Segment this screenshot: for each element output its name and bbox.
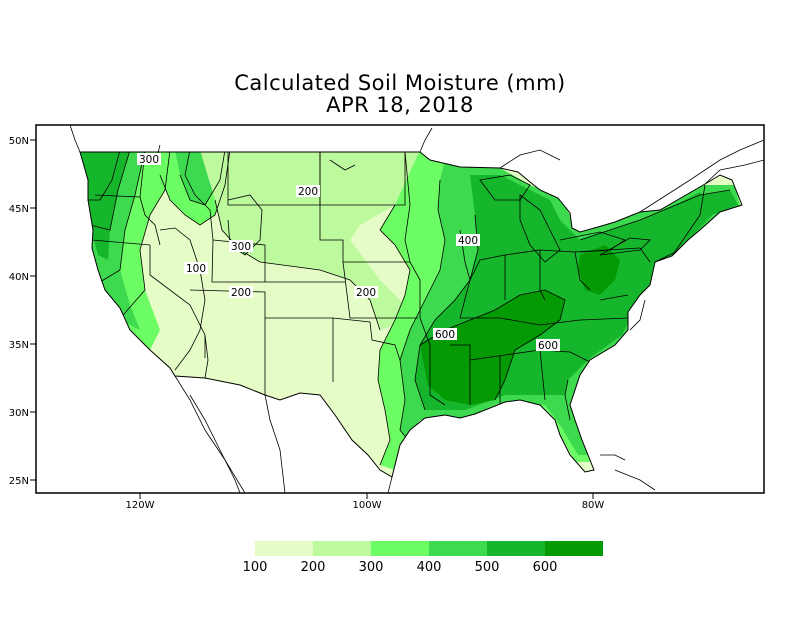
legend-label-300: 300 — [359, 560, 384, 575]
lon-label-120w: 120W — [126, 493, 155, 511]
svg-text:50N: 50N — [9, 136, 29, 147]
legend-swatch-100 — [255, 541, 313, 556]
svg-text:200: 200 — [298, 186, 318, 198]
svg-text:600: 600 — [538, 340, 558, 352]
legend-swatch-500 — [487, 541, 545, 556]
svg-text:100W: 100W — [353, 500, 382, 511]
contour-label: 300 — [137, 153, 161, 166]
contour-label: 100 — [184, 262, 208, 275]
legend: 100 200 300 400 500 600 — [243, 541, 603, 575]
svg-text:100: 100 — [186, 263, 206, 275]
lon-label-80w: 80W — [582, 493, 605, 511]
lat-label-35n: 35N — [9, 340, 36, 351]
legend-swatch-400 — [429, 541, 487, 556]
svg-text:120W: 120W — [126, 500, 155, 511]
svg-text:45N: 45N — [9, 204, 29, 215]
legend-label-400: 400 — [417, 560, 442, 575]
contour-label: 600 — [536, 339, 560, 352]
legend-swatch-200 — [313, 541, 371, 556]
contour-label: 400 — [456, 234, 480, 247]
lat-label-30n: 30N — [9, 408, 36, 419]
svg-text:600: 600 — [435, 329, 455, 341]
lat-label-40n: 40N — [9, 272, 36, 283]
svg-text:25N: 25N — [9, 476, 29, 487]
lon-label-100w: 100W — [353, 493, 382, 511]
svg-text:400: 400 — [458, 235, 478, 247]
legend-label-500: 500 — [475, 560, 500, 575]
svg-text:80W: 80W — [582, 500, 605, 511]
svg-text:30N: 30N — [9, 408, 29, 419]
svg-text:300: 300 — [139, 154, 159, 166]
contour-label: 200 — [354, 286, 378, 299]
contour-label: 200 — [296, 185, 320, 198]
lat-label-25n: 25N — [9, 476, 36, 487]
svg-text:300: 300 — [231, 241, 251, 253]
map-title: Calculated Soil Moisture (mm) — [234, 71, 566, 95]
svg-text:35N: 35N — [9, 340, 29, 351]
contour-label: 200 — [229, 286, 253, 299]
lat-label-50n: 50N — [9, 136, 36, 147]
legend-swatch-600 — [545, 541, 603, 556]
svg-text:200: 200 — [356, 287, 376, 299]
legend-label-100: 100 — [243, 560, 268, 575]
map-date: APR 18, 2018 — [326, 93, 474, 117]
lat-label-45n: 45N — [9, 204, 36, 215]
legend-label-600: 600 — [533, 560, 558, 575]
contour-label: 300 — [229, 240, 253, 253]
svg-text:40N: 40N — [9, 272, 29, 283]
map-frame — [35, 124, 765, 494]
legend-swatch-300 — [371, 541, 429, 556]
svg-text:200: 200 — [231, 287, 251, 299]
legend-label-200: 200 — [301, 560, 326, 575]
contour-label: 600 — [433, 328, 457, 341]
